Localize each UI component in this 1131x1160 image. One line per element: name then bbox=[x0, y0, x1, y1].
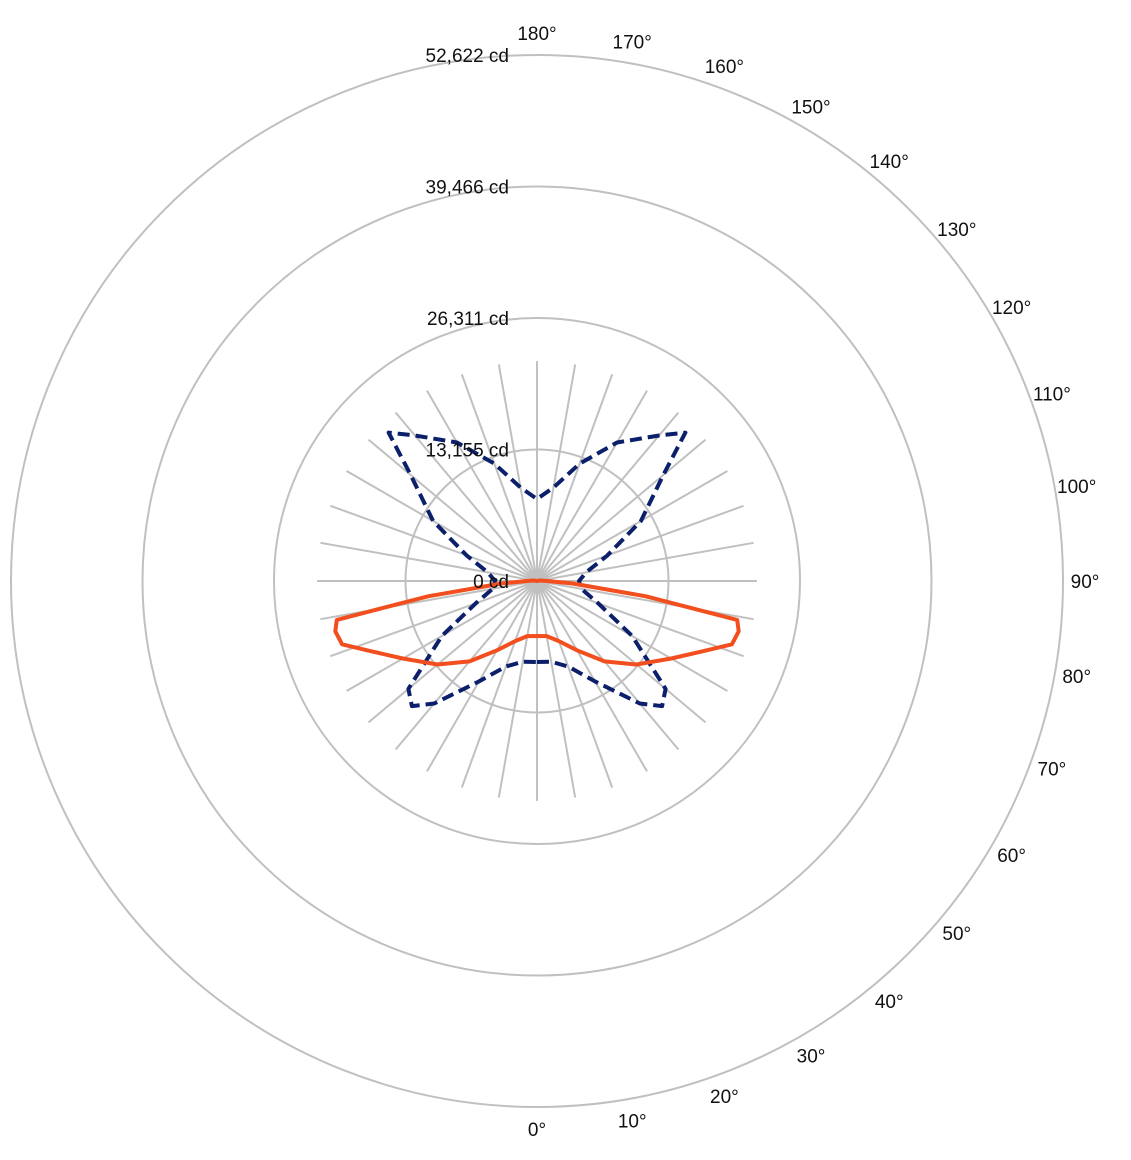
grid-spoke-100 bbox=[536, 541, 754, 582]
grid-spoke-320 bbox=[394, 580, 538, 751]
angle-label-70: 70° bbox=[1038, 759, 1067, 780]
angle-label-50: 50° bbox=[942, 924, 971, 945]
grid-spoke-10 bbox=[536, 580, 577, 798]
angle-label-110: 110° bbox=[1033, 385, 1071, 406]
series-line-1 bbox=[333, 578, 741, 667]
grid-spoke-50 bbox=[536, 580, 707, 724]
radial-tick-labels: 0 cd 13,155 cd 26,311 cd 39,466 cd 52,622 cd bbox=[426, 46, 509, 593]
grid-spoke-70 bbox=[536, 580, 744, 658]
grid-ring-3 bbox=[141, 185, 933, 977]
grid-spoke-340 bbox=[460, 580, 538, 788]
grid-spoke-210 bbox=[426, 390, 538, 582]
radial-tick-label-1: 13,155 cd bbox=[426, 441, 509, 462]
angle-label-20: 20° bbox=[710, 1087, 739, 1108]
angle-label-80: 80° bbox=[1062, 667, 1091, 688]
radial-tick-label-2: 26,311 cd bbox=[427, 309, 509, 330]
angle-label-140: 140° bbox=[870, 152, 909, 173]
angular-grid bbox=[317, 361, 757, 801]
grid-spoke-110 bbox=[536, 504, 744, 582]
grid-spoke-260 bbox=[320, 541, 538, 582]
grid-spoke-170 bbox=[536, 364, 577, 582]
grid-ring-2 bbox=[273, 317, 801, 845]
angle-tick-labels: 0° 10° 20° 30° 40° 50° 60° 70° 80° 90° 100° 110° 120… bbox=[517, 24, 1099, 1141]
angle-label-130: 130° bbox=[937, 220, 976, 241]
angle-label-120: 120° bbox=[992, 298, 1031, 319]
radial-tick-label-0: 0 cd bbox=[473, 572, 509, 593]
angle-label-30: 30° bbox=[797, 1047, 826, 1068]
angle-label-170: 170° bbox=[613, 32, 652, 53]
angle-label-0: 0° bbox=[528, 1120, 546, 1141]
angle-label-60: 60° bbox=[997, 846, 1026, 867]
grid-spoke-330 bbox=[426, 580, 538, 772]
grid-spoke-190 bbox=[497, 364, 538, 582]
grid-spoke-310 bbox=[367, 580, 538, 724]
grid-spoke-150 bbox=[536, 390, 648, 582]
radial-tick-label-3: 39,466 cd bbox=[426, 178, 509, 199]
grid-spoke-160 bbox=[536, 374, 614, 582]
grid-spoke-300 bbox=[346, 580, 538, 692]
angle-label-10: 10° bbox=[618, 1112, 647, 1133]
grid-spoke-230 bbox=[367, 438, 538, 582]
grid-spoke-40 bbox=[536, 580, 680, 751]
angle-label-180: 180° bbox=[517, 24, 556, 45]
grid-spoke-140 bbox=[536, 411, 680, 582]
grid-spoke-250 bbox=[330, 504, 538, 582]
grid-spoke-60 bbox=[536, 580, 728, 692]
angle-label-90: 90° bbox=[1071, 572, 1100, 593]
grid-spoke-20 bbox=[536, 580, 614, 788]
radial-tick-label-4: 52,622 cd bbox=[426, 46, 509, 67]
grid-spoke-30 bbox=[536, 580, 648, 772]
grid-spoke-130 bbox=[536, 438, 707, 582]
series-layer bbox=[333, 430, 741, 709]
angle-label-40: 40° bbox=[875, 992, 904, 1013]
grid-spoke-240 bbox=[346, 470, 538, 582]
grid-ring-4 bbox=[10, 54, 1064, 1108]
grid-spoke-200 bbox=[460, 374, 538, 582]
grid-spoke-290 bbox=[330, 580, 538, 658]
grid-spoke-120 bbox=[536, 470, 728, 582]
grid-spoke-350 bbox=[497, 580, 538, 798]
grid-spoke-220 bbox=[394, 411, 538, 582]
angle-label-150: 150° bbox=[791, 97, 830, 118]
angle-label-100: 100° bbox=[1057, 477, 1096, 498]
angle-label-160: 160° bbox=[705, 57, 744, 78]
